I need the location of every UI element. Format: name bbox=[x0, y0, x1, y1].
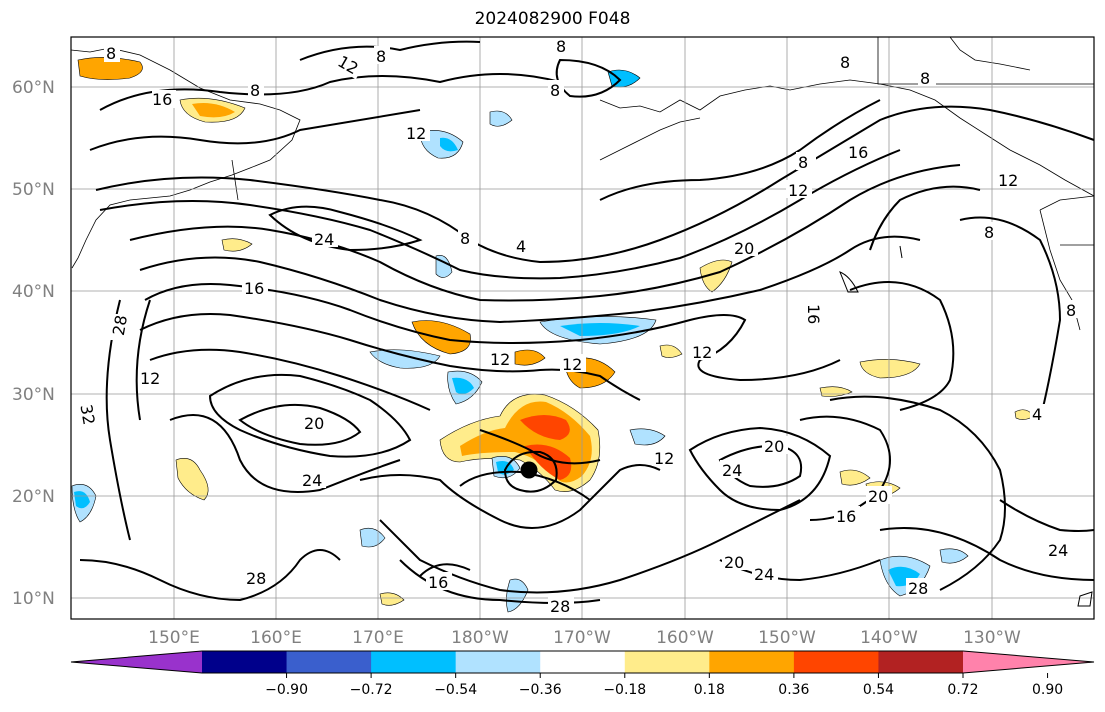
latitude-labels: 60°N 50°N 40°N 30°N 20°N 10°N bbox=[12, 78, 55, 609]
contour-label: 8 bbox=[1066, 301, 1076, 320]
contour-label: 8 bbox=[984, 223, 994, 242]
contour-label: 4 bbox=[516, 237, 526, 256]
contour-label: 8 bbox=[550, 81, 560, 100]
contour-label: 12 bbox=[692, 343, 712, 362]
colorbar-tick-label: 0.36 bbox=[778, 682, 809, 698]
contour-label: 16 bbox=[836, 507, 856, 526]
colorbar-tick-label: −0.18 bbox=[603, 682, 646, 698]
lon-label: 180°W bbox=[451, 628, 509, 648]
lon-label: 130°W bbox=[963, 628, 1021, 648]
contour-label: 16 bbox=[244, 279, 264, 298]
colorbar-tick-label: −0.54 bbox=[434, 682, 477, 698]
contour-label: 4 bbox=[1032, 405, 1042, 424]
contour-label: 16 bbox=[848, 143, 868, 162]
contour-label: 16 bbox=[428, 573, 448, 592]
colorbar-swatch bbox=[709, 651, 795, 673]
contour-label: 24 bbox=[722, 461, 742, 480]
contour-label: 8 bbox=[460, 229, 470, 248]
lat-label: 40°N bbox=[12, 282, 55, 302]
contour-label: 8 bbox=[920, 69, 930, 88]
contour-label: 12 bbox=[490, 350, 510, 369]
colorbar-swatch bbox=[793, 651, 879, 673]
contour-label: 32 bbox=[76, 403, 98, 426]
colorbar-tick-label: −0.36 bbox=[519, 682, 562, 698]
contour-label: 12 bbox=[654, 449, 674, 468]
contour-label: 8 bbox=[798, 153, 808, 172]
contour-label: 24 bbox=[314, 230, 334, 249]
longitude-labels: 150°E 160°E 170°E 180°W 170°W 160°W 150°… bbox=[148, 628, 1021, 648]
colorbar-swatch bbox=[455, 651, 541, 673]
lon-label: 150°E bbox=[148, 628, 200, 648]
contour-label: 28 bbox=[109, 314, 131, 337]
colorbar-swatch bbox=[540, 651, 626, 673]
colorbar-tick-label: 0.18 bbox=[694, 682, 725, 698]
contour-label: 20 bbox=[734, 239, 754, 258]
colorbar-tick-label: 0.72 bbox=[947, 682, 978, 698]
contour-labels: 8 12 16 12 24 16 28 12 32 20 24 12 12 bbox=[76, 37, 1084, 616]
colorbar-extend-low bbox=[71, 651, 202, 673]
contour-label: 20 bbox=[868, 487, 888, 506]
contour-label: 28 bbox=[246, 569, 266, 588]
colorbar-outline bbox=[70, 650, 1095, 674]
contour-label: 8 bbox=[250, 81, 260, 100]
colorbar-swatch bbox=[624, 651, 710, 673]
colorbar: −0.90 −0.72 −0.54 −0.36 −0.18 0.18 0.36 0.54 0.7… bbox=[70, 650, 1095, 698]
colorbar-swatch bbox=[286, 651, 372, 673]
lon-label: 170°W bbox=[553, 628, 611, 648]
lon-label: 170°E bbox=[352, 628, 404, 648]
contour-label: 8 bbox=[556, 37, 566, 56]
contour-label: 12 bbox=[998, 171, 1018, 190]
lon-label: 160°W bbox=[656, 628, 714, 648]
contour-label: 16 bbox=[152, 90, 172, 109]
colorbar-extend-high bbox=[963, 651, 1094, 673]
contour-label: 16 bbox=[804, 304, 823, 324]
contour-label: 20 bbox=[724, 553, 744, 572]
contour-label: 24 bbox=[754, 565, 774, 584]
contour-label: 12 bbox=[406, 124, 426, 143]
lon-label: 150°W bbox=[758, 628, 816, 648]
lon-label: 160°E bbox=[250, 628, 302, 648]
lat-label: 50°N bbox=[12, 180, 55, 200]
colorbar-tick-label: −0.72 bbox=[350, 682, 393, 698]
map-frame bbox=[70, 36, 1095, 620]
map-panel: 8 12 16 12 24 16 28 12 32 20 24 12 12 bbox=[71, 37, 1094, 619]
colorbar-tick-label: 0.90 bbox=[1032, 682, 1063, 698]
contour-label: 8 bbox=[376, 47, 386, 66]
contour-label: 8 bbox=[840, 53, 850, 72]
contour-label: 20 bbox=[304, 414, 324, 433]
contour-label: 24 bbox=[302, 471, 322, 490]
contour-label: 12 bbox=[788, 181, 808, 200]
lat-label: 10°N bbox=[12, 589, 55, 609]
contour-label: 24 bbox=[1048, 541, 1068, 560]
contour-label: 28 bbox=[908, 579, 928, 598]
colorbar-tick-label: −0.90 bbox=[265, 682, 308, 698]
shaded-fields bbox=[71, 57, 1035, 613]
lat-label: 30°N bbox=[12, 385, 55, 405]
colorbar-tick-label: 0.54 bbox=[863, 682, 894, 698]
colorbar-swatch bbox=[371, 651, 457, 673]
lat-label: 20°N bbox=[12, 487, 55, 507]
contour-label: 8 bbox=[106, 44, 116, 63]
contour-label: 12 bbox=[140, 369, 160, 388]
lat-label: 60°N bbox=[12, 78, 55, 98]
contour-label: 12 bbox=[562, 355, 582, 374]
shade-outlines bbox=[839, 245, 1093, 607]
contour-label: 28 bbox=[550, 597, 570, 616]
contour-label: 20 bbox=[764, 437, 784, 456]
storm-center-marker bbox=[520, 461, 538, 479]
coastlines bbox=[71, 37, 1094, 331]
lon-label: 140°W bbox=[860, 628, 918, 648]
map-title: 2024082900 F048 bbox=[474, 9, 631, 29]
colorbar-swatch bbox=[202, 651, 288, 673]
colorbar-swatch bbox=[878, 651, 964, 673]
